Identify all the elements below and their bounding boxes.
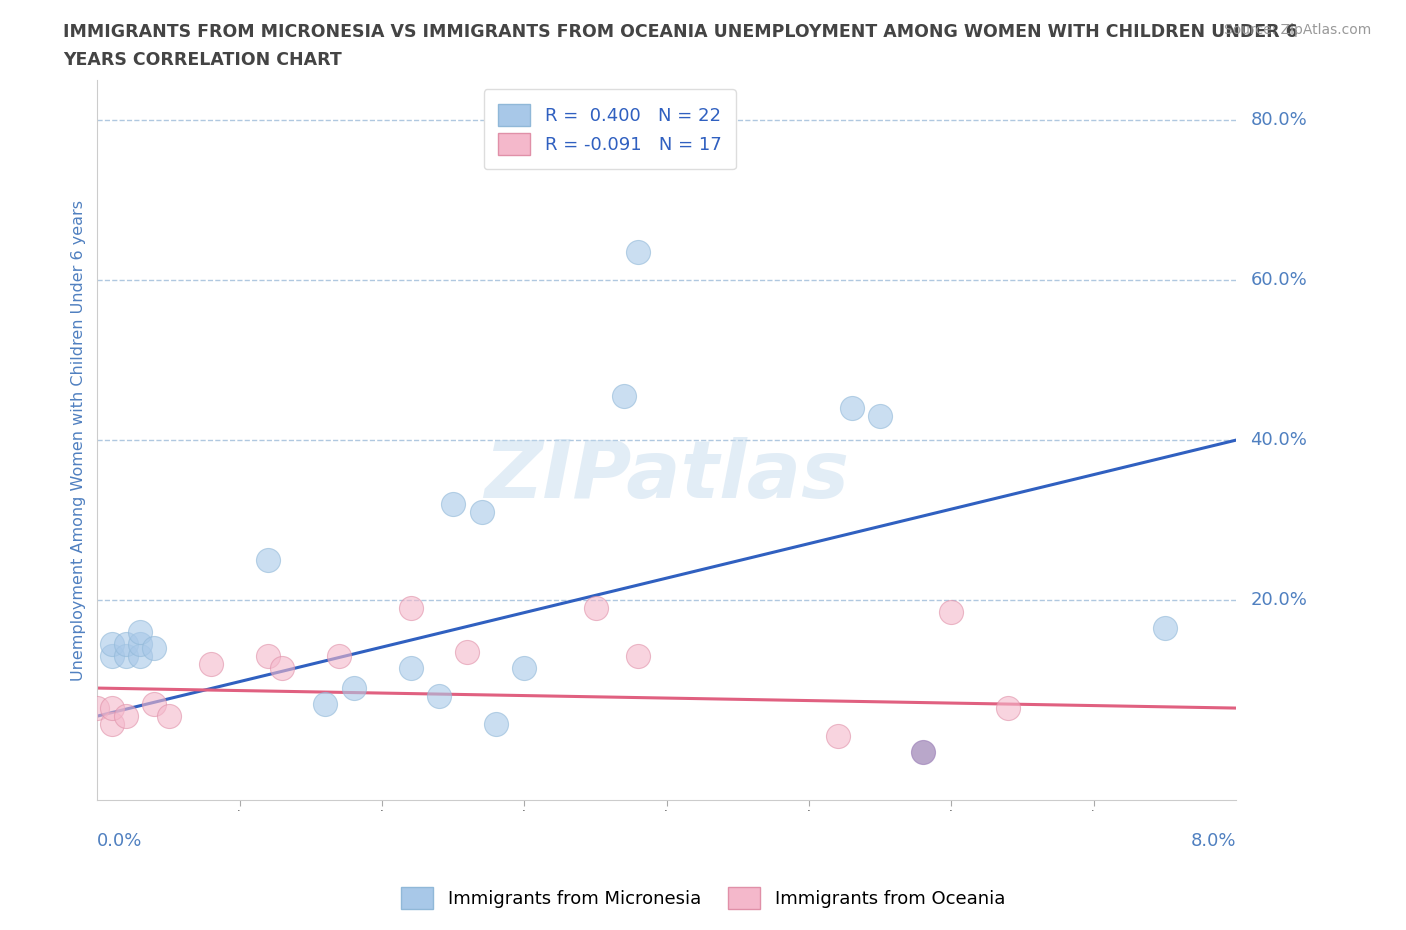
Point: [941, 604, 963, 619]
Point: [1154, 620, 1177, 635]
Point: [613, 389, 636, 404]
Point: [129, 637, 152, 652]
Point: [200, 657, 222, 671]
Point: [100, 717, 122, 732]
Point: [100, 637, 122, 652]
Point: [100, 700, 122, 715]
Point: [427, 688, 450, 703]
Point: [869, 408, 891, 423]
Text: 40.0%: 40.0%: [1250, 432, 1308, 449]
Legend: Immigrants from Micronesia, Immigrants from Oceania: Immigrants from Micronesia, Immigrants f…: [394, 880, 1012, 916]
Point: [328, 648, 350, 663]
Point: [114, 648, 136, 663]
Point: [157, 709, 180, 724]
Point: [399, 660, 422, 675]
Point: [100, 648, 122, 663]
Text: 8.0%: 8.0%: [1191, 832, 1236, 850]
Point: [271, 660, 294, 675]
Text: 20.0%: 20.0%: [1250, 591, 1308, 609]
Point: [585, 601, 607, 616]
Point: [257, 552, 280, 567]
Point: [143, 697, 166, 711]
Text: 80.0%: 80.0%: [1250, 111, 1308, 129]
Text: IMMIGRANTS FROM MICRONESIA VS IMMIGRANTS FROM OCEANIA UNEMPLOYMENT AMONG WOMEN W: IMMIGRANTS FROM MICRONESIA VS IMMIGRANTS…: [63, 23, 1298, 41]
Point: [627, 245, 650, 259]
Point: [456, 644, 478, 659]
Point: [342, 681, 364, 696]
Point: [485, 717, 508, 732]
Point: [441, 497, 464, 512]
Point: [314, 697, 336, 711]
Point: [513, 660, 536, 675]
Point: [143, 641, 166, 656]
Point: [114, 709, 136, 724]
Point: [841, 401, 863, 416]
Text: Source: ZipAtlas.com: Source: ZipAtlas.com: [1223, 23, 1371, 37]
Point: [997, 700, 1019, 715]
Point: [129, 625, 152, 640]
Point: [86, 700, 108, 715]
Point: [129, 648, 152, 663]
Point: [399, 601, 422, 616]
Text: 60.0%: 60.0%: [1250, 271, 1308, 289]
Text: 0.0%: 0.0%: [97, 832, 143, 850]
Point: [699, 149, 721, 164]
Text: ZIPatlas: ZIPatlas: [484, 437, 849, 515]
Point: [827, 728, 849, 743]
Y-axis label: Unemployment Among Women with Children Under 6 years: Unemployment Among Women with Children U…: [72, 200, 86, 681]
Point: [114, 637, 136, 652]
Point: [627, 648, 650, 663]
Point: [257, 648, 280, 663]
Point: [911, 745, 934, 760]
Point: [471, 505, 494, 520]
Legend: R =  0.400   N = 22, R = -0.091   N = 17: R = 0.400 N = 22, R = -0.091 N = 17: [484, 89, 737, 169]
Text: YEARS CORRELATION CHART: YEARS CORRELATION CHART: [63, 51, 342, 69]
